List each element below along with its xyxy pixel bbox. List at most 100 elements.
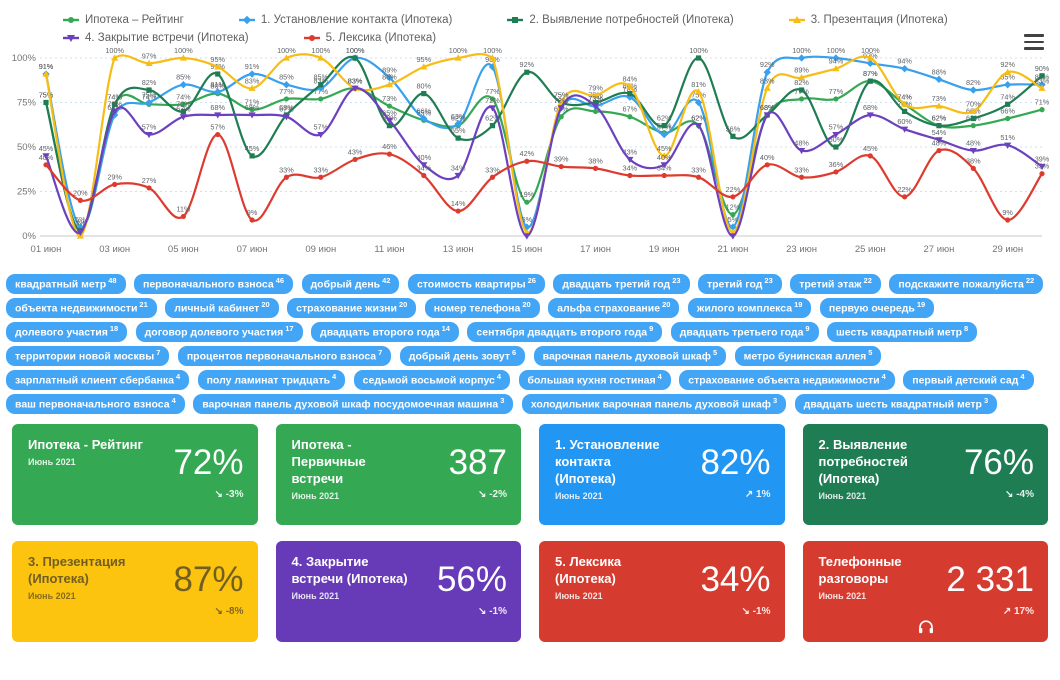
kpi-card-title: Телефонные разговоры <box>818 554 902 586</box>
kpi-card-left: 4. Закрытие встречи (Ипотека) Июнь 2021 <box>292 554 408 632</box>
keyword-tag[interactable]: добрый день 42 <box>301 274 400 294</box>
svg-text:73%: 73% <box>588 94 603 103</box>
legend-item-5[interactable]: 4. Закрытие встречи (Ипотека) <box>62 32 249 44</box>
legend-marker-icon <box>507 17 524 23</box>
svg-text:45%: 45% <box>39 144 54 153</box>
svg-text:33%: 33% <box>485 165 500 174</box>
kpi-card-8[interactable]: Телефонные разговоры Июнь 2021 2 331 ↗ 1… <box>802 541 1048 642</box>
keyword-tag[interactable]: жилого комплекса 19 <box>687 298 812 318</box>
svg-text:74%: 74% <box>142 92 157 101</box>
keyword-tag[interactable]: личный кабинет 20 <box>165 298 279 318</box>
keyword-tag[interactable]: двадцать третий год 23 <box>553 274 690 294</box>
svg-text:34%: 34% <box>657 163 672 172</box>
keyword-tag[interactable]: первый детский сад 4 <box>903 370 1034 390</box>
keyword-tag[interactable]: объекта недвижимости 21 <box>6 298 157 318</box>
svg-text:68%: 68% <box>245 103 260 112</box>
svg-text:81%: 81% <box>210 80 225 89</box>
keyword-tag[interactable]: договор долевого участия 17 <box>135 322 303 342</box>
keyword-tag[interactable]: третий год 23 <box>698 274 782 294</box>
svg-text:42%: 42% <box>520 149 535 158</box>
legend-item-label: 2. Выявление потребностей (Ипотека) <box>529 14 734 26</box>
svg-text:62%: 62% <box>657 114 672 123</box>
kpi-card-2[interactable]: Ипотека - Первичные встречи Июнь 2021 38… <box>275 424 521 525</box>
svg-text:73%: 73% <box>932 94 947 103</box>
keyword-tag[interactable]: альфа страхование 20 <box>548 298 680 318</box>
kpi-card-left: 3. Презентация (Ипотека) Июнь 2021 <box>28 554 144 632</box>
kpi-card-1[interactable]: Ипотека - Рейтинг Июнь 2021 72% ↘ -3% <box>12 424 258 525</box>
keyword-tag[interactable]: номер телефона 20 <box>424 298 540 318</box>
svg-text:9%: 9% <box>247 208 258 217</box>
svg-text:12%: 12% <box>726 203 741 212</box>
legend-marker-icon <box>788 16 805 23</box>
svg-text:11 июн: 11 июн <box>374 244 404 255</box>
svg-text:83%: 83% <box>348 76 363 85</box>
svg-text:38%: 38% <box>588 156 603 165</box>
svg-text:77%: 77% <box>485 87 500 96</box>
keyword-tag-text: ваш первоначального взноса <box>15 398 170 411</box>
keyword-tag[interactable]: холодильник варочная панель духовой шкаф… <box>521 394 787 414</box>
keyword-tag[interactable]: варочная панель духовой шкаф посудомоечн… <box>193 394 514 414</box>
keyword-tag-count: 4 <box>1020 372 1025 381</box>
keyword-tag[interactable]: двадцать второго года 14 <box>311 322 459 342</box>
keyword-tag[interactable]: ваш первоначального взноса 4 <box>6 394 185 414</box>
svg-text:78%: 78% <box>623 85 638 94</box>
keyword-tag[interactable]: третий этаж 22 <box>790 274 881 294</box>
svg-text:72%: 72% <box>554 96 569 105</box>
svg-text:100%: 100% <box>346 48 365 55</box>
keyword-tag-text: двадцать второго года <box>320 326 440 339</box>
keyword-tag[interactable]: двадцать шесть квадратный метр 3 <box>794 394 998 414</box>
keyword-tag-text: шесть квадратный метр <box>836 326 963 339</box>
keyword-tag[interactable]: первую очередь 19 <box>819 298 935 318</box>
legend-item-2[interactable]: 1. Установление контакта (Ипотека) <box>238 14 452 26</box>
keyword-tag[interactable]: шесть квадратный метр 8 <box>827 322 978 342</box>
keyword-tag-count: 19 <box>794 300 803 309</box>
svg-text:85%: 85% <box>176 73 191 82</box>
keyword-tag[interactable]: варочная панель духовой шкаф 5 <box>533 346 727 366</box>
keyword-tag-count: 20 <box>261 300 270 309</box>
keyword-tag[interactable]: квадратный метр 48 <box>6 274 126 294</box>
keyword-tag-text: страхование жизни <box>296 302 397 315</box>
svg-text:100%: 100% <box>483 48 502 55</box>
keyword-tag[interactable]: седьмой восьмой корпус 4 <box>353 370 511 390</box>
kpi-card-value: 82% <box>700 443 771 482</box>
keyword-tag-count: 26 <box>527 276 536 285</box>
svg-text:27%: 27% <box>142 176 157 185</box>
keyword-tag[interactable]: долевого участия 18 <box>6 322 128 342</box>
keyword-tag[interactable]: большая кухня гостиная 4 <box>518 370 671 390</box>
kpi-card-5[interactable]: 3. Презентация (Ипотека) Июнь 2021 87% ↘… <box>12 541 258 642</box>
svg-text:38%: 38% <box>966 156 981 165</box>
keyword-tag-text: номер телефона <box>433 302 521 315</box>
kpi-card-6[interactable]: 4. Закрытие встречи (Ипотека) Июнь 2021 … <box>275 541 521 642</box>
keyword-tag[interactable]: территории новой москвы 7 <box>6 346 170 366</box>
keyword-tag[interactable]: страхование объекта недвижимости 4 <box>679 370 895 390</box>
kpi-card-7[interactable]: 5. Лексика (Ипотека) Июнь 2021 34% ↘ -1% <box>539 541 785 642</box>
svg-text:29%: 29% <box>107 172 122 181</box>
keyword-tag[interactable]: первоначального взноса 46 <box>133 274 294 294</box>
kpi-card-4[interactable]: 2. Выявление потребностей (Ипотека) Июнь… <box>802 424 1048 525</box>
keyword-tag[interactable]: подскажите пожалуйста 22 <box>889 274 1044 294</box>
keyword-tag[interactable]: сентября двадцать второго года 9 <box>467 322 663 342</box>
legend-item-6[interactable]: 5. Лексика (Ипотека) <box>303 32 436 44</box>
kpi-card-3[interactable]: 1. Установление контакта (Ипотека) Июнь … <box>539 424 785 525</box>
keyword-tag[interactable]: стоимость квартиры 26 <box>407 274 545 294</box>
svg-text:33%: 33% <box>279 165 294 174</box>
chart-menu-icon[interactable] <box>1024 34 1044 50</box>
legend-item-4[interactable]: 3. Презентация (Ипотека) <box>788 14 948 26</box>
svg-text:48%: 48% <box>932 139 947 148</box>
keyword-tag[interactable]: полу ламинат тридцать 4 <box>197 370 346 390</box>
keyword-tag-count: 48 <box>108 276 117 285</box>
legend-item-3[interactable]: 2. Выявление потребностей (Ипотека) <box>506 14 734 26</box>
svg-text:100%: 100% <box>827 48 846 55</box>
legend-item-1[interactable]: Ипотека – Рейтинг <box>62 14 184 26</box>
keyword-tag-text: страхование объекта недвижимости <box>688 374 880 387</box>
keyword-tag[interactable]: метро бунинская аллея 5 <box>734 346 882 366</box>
keyword-tag[interactable]: процентов первоначального взноса 7 <box>177 346 392 366</box>
headphones-icon <box>918 620 933 634</box>
keyword-tag-count: 3 <box>772 396 778 405</box>
keyword-tag-count: 4 <box>171 396 176 405</box>
keyword-tag[interactable]: двадцать третьего года 9 <box>670 322 819 342</box>
keyword-tag[interactable]: страхование жизни 20 <box>287 298 417 318</box>
kpi-card-left: 2. Выявление потребностей (Ипотека) Июнь… <box>819 437 935 515</box>
keyword-tag[interactable]: добрый день зовут 6 <box>399 346 526 366</box>
keyword-tag[interactable]: зарплатный клиент сбербанка 4 <box>6 370 190 390</box>
